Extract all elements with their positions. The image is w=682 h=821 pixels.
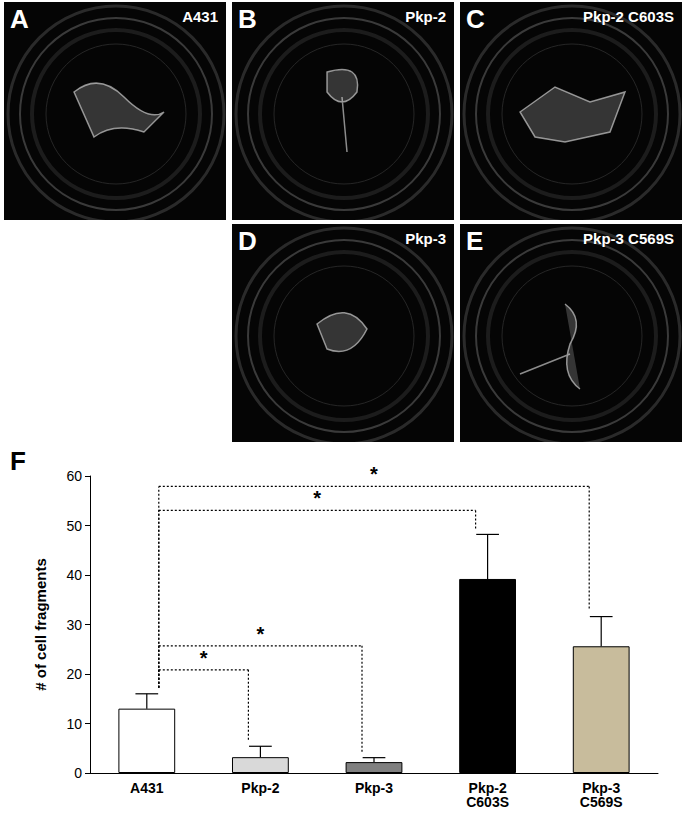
html-text:Pkp-2 C603S: Pkp-2 C603S bbox=[583, 8, 674, 25]
svg-text:*: * bbox=[200, 647, 208, 669]
svg-text:30: 30 bbox=[66, 617, 82, 633]
html-text:C: C bbox=[466, 4, 485, 34]
svg-text:*: * bbox=[257, 623, 265, 645]
svg-text:*: * bbox=[313, 487, 321, 509]
html-text:E: E bbox=[466, 226, 484, 256]
svg-text:50: 50 bbox=[66, 518, 82, 534]
html-text:Pkp-2: Pkp-2 bbox=[405, 8, 446, 25]
svg-text:40: 40 bbox=[66, 567, 82, 583]
html-text:Pkp-3: Pkp-3 bbox=[405, 230, 446, 247]
svg-text:# of cell fragments: # of cell fragments bbox=[32, 558, 49, 691]
svg-text:C603S: C603S bbox=[466, 794, 509, 810]
html-text:A: A bbox=[10, 4, 29, 34]
html-text:B: B bbox=[238, 4, 257, 34]
html-text:A431: A431 bbox=[182, 8, 218, 25]
html-text:F: F bbox=[10, 446, 26, 476]
svg-text:20: 20 bbox=[66, 666, 82, 682]
svg-text:Pkp-3: Pkp-3 bbox=[582, 780, 621, 796]
svg-text:C569S: C569S bbox=[580, 794, 623, 810]
svg-text:60: 60 bbox=[66, 468, 82, 484]
svg-text:0: 0 bbox=[74, 765, 82, 781]
svg-text:A431: A431 bbox=[130, 780, 164, 796]
html-text:Pkp-3 C569S: Pkp-3 C569S bbox=[583, 230, 674, 247]
svg-text:10: 10 bbox=[66, 716, 82, 732]
svg-text:Pkp-3: Pkp-3 bbox=[355, 780, 393, 796]
svg-text:Pkp-2: Pkp-2 bbox=[241, 780, 279, 796]
svg-text:Pkp-2: Pkp-2 bbox=[468, 780, 507, 796]
svg-text:*: * bbox=[370, 463, 378, 485]
html-text:D: D bbox=[238, 226, 257, 256]
